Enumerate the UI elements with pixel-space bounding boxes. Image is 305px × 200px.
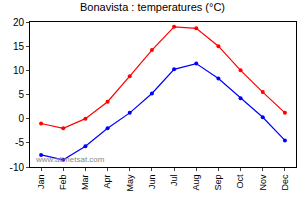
svg-text:Jan: Jan (36, 175, 46, 190)
svg-text:Oct: Oct (236, 174, 246, 189)
svg-text:5: 5 (18, 89, 24, 100)
svg-text:Bonavista : temperatures (°C): Bonavista : temperatures (°C) (80, 1, 225, 13)
svg-text:www.allmetsat.com: www.allmetsat.com (35, 155, 105, 164)
svg-text:Jul: Jul (169, 175, 179, 187)
svg-text:Apr: Apr (103, 175, 113, 189)
svg-text:Mar: Mar (80, 175, 90, 191)
svg-text:-10: -10 (10, 162, 25, 173)
svg-text:Dec: Dec (280, 174, 290, 191)
svg-text:Feb: Feb (58, 175, 68, 191)
svg-text:20: 20 (13, 17, 25, 28)
svg-text:Nov: Nov (258, 174, 268, 191)
svg-text:10: 10 (13, 65, 25, 76)
svg-text:Sep: Sep (213, 175, 223, 191)
svg-text:-5: -5 (15, 137, 24, 148)
svg-text:May: May (125, 174, 135, 192)
svg-text:Aug: Aug (191, 175, 201, 191)
svg-text:15: 15 (13, 41, 25, 52)
svg-text:Jun: Jun (147, 175, 157, 190)
svg-text:0: 0 (18, 113, 24, 124)
